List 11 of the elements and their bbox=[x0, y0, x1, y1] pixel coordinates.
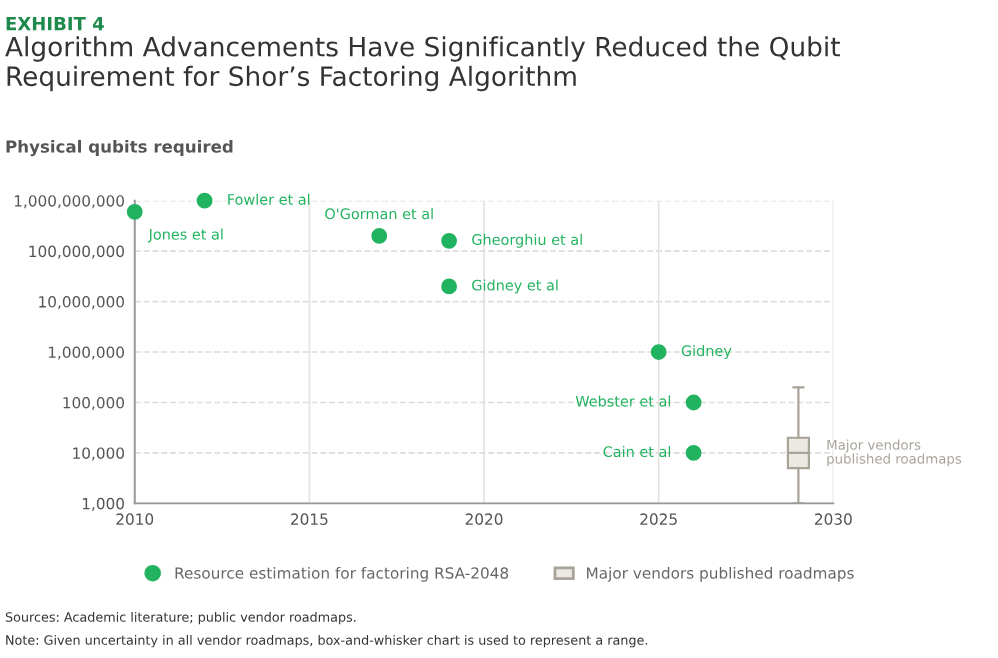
point bbox=[371, 228, 388, 244]
point bbox=[196, 192, 213, 209]
point bbox=[650, 344, 667, 360]
point bbox=[126, 203, 143, 220]
chart-subtitle: EXHIBIT 4 bbox=[6, 17, 104, 31]
point bbox=[441, 278, 457, 295]
point bbox=[685, 394, 702, 411]
y-axis-title: Physical qubits required bbox=[6, 139, 233, 157]
chart-title: Algorithm Advancements Have Significantly Reduced the Qubit Requirement for Shor’s Factoring Algorithm bbox=[5, 36, 840, 92]
point bbox=[441, 232, 457, 249]
point bbox=[685, 445, 702, 461]
